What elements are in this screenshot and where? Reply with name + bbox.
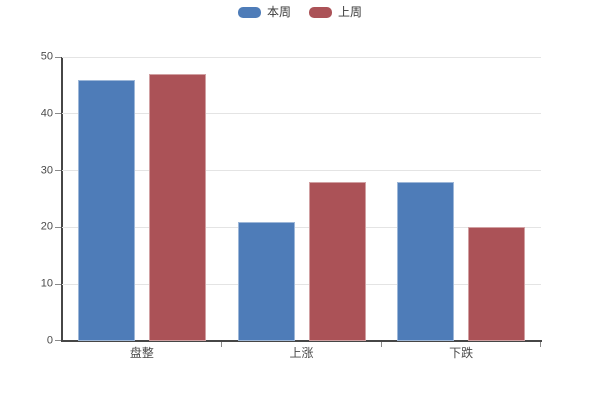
x-tick-label: 上涨	[289, 346, 314, 360]
legend-label: 本周	[266, 5, 291, 19]
y-tick-label: 0	[46, 334, 53, 347]
bar-本周-下跌[interactable]	[397, 181, 455, 341]
y-axis-tick	[55, 340, 61, 341]
bar-本周-盘整[interactable]	[77, 79, 135, 341]
y-tick-label: 40	[40, 107, 53, 120]
x-axis-tick	[380, 342, 382, 347]
y-tick-label: 30	[40, 164, 53, 177]
y-axis-tick	[55, 283, 61, 285]
legend-swatch-icon	[237, 6, 261, 18]
y-tick-label: 20	[40, 220, 53, 233]
bar-上周-盘整[interactable]	[148, 74, 206, 341]
gridline	[62, 113, 541, 115]
y-axis-tick	[55, 226, 61, 228]
y-axis-line	[61, 57, 63, 341]
y-axis-tick	[55, 113, 61, 115]
y-axis-tick	[55, 56, 61, 58]
x-axis-tick	[221, 342, 223, 347]
plot-area: 0 10 20 30 40 50 盘整 上涨 下跌	[41, 51, 542, 359]
legend-item[interactable]: 本周	[237, 5, 291, 19]
legend-item[interactable]: 上周	[309, 6, 362, 18]
x-tick-label: 下跌	[449, 346, 474, 360]
y-tick-label: 50	[40, 50, 53, 63]
gridline	[62, 226, 541, 228]
y-axis-tick	[55, 170, 61, 172]
y-tick-label: 10	[40, 277, 53, 290]
x-axis-tick	[540, 342, 541, 347]
gridline	[62, 283, 541, 285]
legend-label: 上周	[338, 5, 363, 19]
bar-本周-上涨[interactable]	[237, 221, 295, 341]
legend-swatch-icon	[309, 6, 332, 18]
bar-上周-下跌[interactable]	[468, 227, 526, 341]
legend: 本周 上周	[0, 6, 600, 18]
bar-上周-上涨[interactable]	[308, 181, 366, 341]
gridline	[62, 56, 541, 58]
gridline	[62, 170, 541, 172]
x-axis-line	[61, 340, 542, 342]
x-tick-label: 盘整	[129, 346, 154, 360]
